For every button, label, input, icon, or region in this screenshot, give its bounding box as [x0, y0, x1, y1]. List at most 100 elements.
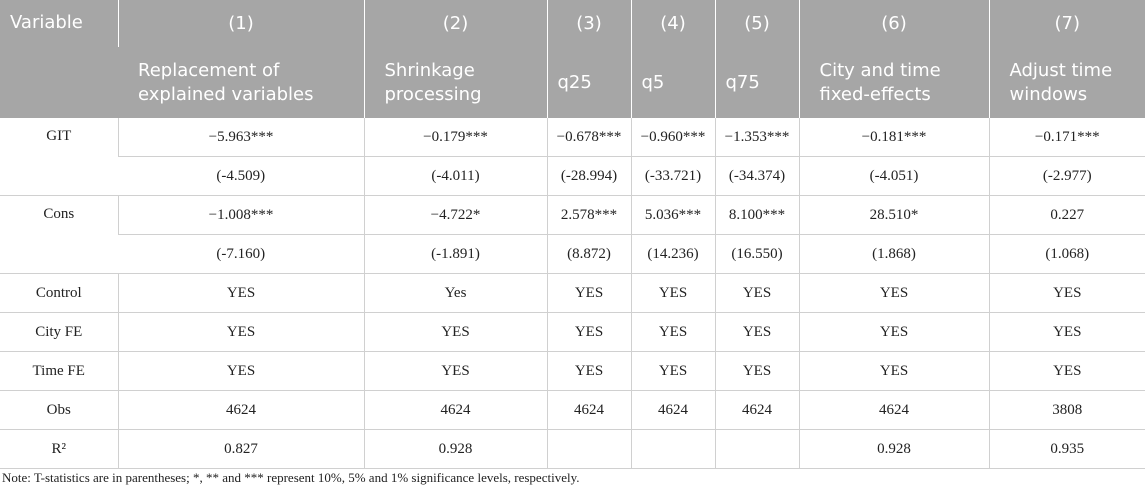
table-cell: YES — [546, 273, 631, 313]
table-cell: YES — [363, 351, 547, 391]
column-label-7-line1: Adjust time — [1009, 59, 1113, 81]
row-label-time-fe: Time FE — [0, 351, 118, 391]
row-label-city-fe: City FE — [0, 312, 118, 352]
column-number-7: (7) — [988, 0, 1145, 47]
table-cell: (-4.509) — [118, 156, 364, 196]
table-cell: 5.036*** — [630, 195, 715, 235]
table-cell: YES — [117, 273, 364, 313]
table-cell: YES — [714, 312, 799, 352]
column-label-2: Shrinkage processing — [363, 47, 547, 118]
table-cell: YES — [988, 312, 1145, 352]
table-cell: YES — [117, 351, 364, 391]
table-cell: 28.510* — [798, 195, 989, 235]
table-cell: Yes — [363, 273, 547, 313]
table-cell: −4.722* — [363, 195, 547, 235]
table-cell: YES — [714, 273, 799, 313]
table-cell: 8.100*** — [714, 195, 799, 235]
table-cell: YES — [546, 351, 631, 391]
table-cell: 0.935 — [988, 429, 1145, 469]
row-label-git: GIT — [0, 118, 118, 196]
header-row-labels: Replacement of explained variables Shrink… — [0, 47, 1145, 118]
table-cell: (1.868) — [798, 234, 989, 274]
table-header: Variable (1) (2) (3) (4) (5) (6) (7) Rep… — [0, 0, 1145, 118]
column-label-3: q25 — [546, 47, 631, 118]
table-cell: (-2.977) — [988, 156, 1145, 196]
column-label-6: City and time fixed-effects — [798, 47, 989, 118]
table-cell: −5.963*** — [117, 118, 364, 157]
column-number-2: (2) — [363, 0, 547, 47]
table-cell: (-28.994) — [546, 156, 631, 196]
column-number-6: (6) — [798, 0, 989, 47]
column-label-5: q75 — [714, 47, 799, 118]
table-cell: YES — [363, 312, 547, 352]
column-label-4: q5 — [630, 47, 715, 118]
table-cell: 4624 — [798, 390, 989, 430]
table-cell: 4624 — [117, 390, 364, 430]
table-row-control: Control YES Yes YES YES YES YES YES — [0, 273, 1145, 313]
table-cell: YES — [630, 312, 715, 352]
column-label-2-line1: Shrinkage — [384, 59, 475, 81]
column-label-1: Replacement of explained variables — [118, 47, 364, 118]
table-cell: 4624 — [630, 390, 715, 430]
table-cell: YES — [798, 312, 989, 352]
regression-results-table: Variable (1) (2) (3) (4) (5) (6) (7) Rep… — [0, 0, 1145, 469]
table-cell: 3808 — [988, 390, 1145, 430]
row-label-r2: R² — [0, 429, 118, 469]
table-cell: (-33.721) — [630, 156, 715, 196]
table-row-git-coef: GIT −5.963*** −0.179*** −0.678*** −0.960… — [0, 118, 1145, 196]
column-label-6-line1: City and time — [819, 59, 941, 81]
table-cell: 0.928 — [363, 429, 547, 469]
column-number-1: (1) — [117, 0, 364, 47]
table-cell: −1.353*** — [714, 118, 799, 157]
table-note: Note: T-statistics are in parentheses; *… — [2, 470, 580, 485]
table-cell: 2.578*** — [546, 195, 631, 235]
column-label-7-line2: windows — [1009, 83, 1088, 105]
table-cell: (14.236) — [630, 234, 715, 274]
table-cell: (-1.891) — [363, 234, 547, 274]
table-cell: (16.550) — [714, 234, 799, 274]
table-row-obs: Obs 4624 4624 4624 4624 4624 4624 3808 — [0, 390, 1145, 430]
table-cell: −0.678*** — [546, 118, 631, 157]
table-cell — [630, 429, 715, 469]
variable-header: Variable — [0, 0, 118, 118]
table-cell: YES — [988, 351, 1145, 391]
table-cell: 4624 — [363, 390, 547, 430]
table-row-time-fe: Time FE YES YES YES YES YES YES YES — [0, 351, 1145, 391]
table-row-cons-coef: Cons −1.008*** −4.722* 2.578*** 5.036***… — [0, 195, 1145, 274]
table-cell: (1.068) — [988, 234, 1145, 274]
table-cell: YES — [630, 351, 715, 391]
table-cell: YES — [988, 273, 1145, 313]
table-cell: −0.960*** — [630, 118, 715, 157]
table-cell: YES — [117, 312, 364, 352]
table-cell: (-34.374) — [714, 156, 799, 196]
table-cell — [546, 429, 631, 469]
column-number-5: (5) — [714, 0, 799, 47]
header-row-numbers: Variable (1) (2) (3) (4) (5) (6) (7) — [0, 0, 1145, 118]
table-row-r2: R² 0.827 0.928 0.928 0.935 — [0, 429, 1145, 469]
table-cell: YES — [546, 312, 631, 352]
column-number-4: (4) — [630, 0, 715, 47]
column-number-3: (3) — [546, 0, 631, 47]
table-cell: 0.827 — [117, 429, 364, 469]
row-label-control: Control — [0, 273, 118, 313]
table-row-city-fe: City FE YES YES YES YES YES YES YES — [0, 312, 1145, 352]
table-cell: 0.227 — [988, 195, 1145, 235]
table-cell — [714, 429, 799, 469]
table-cell: −0.179*** — [363, 118, 547, 157]
table-cell: (-4.051) — [798, 156, 989, 196]
table-cell: −0.181*** — [798, 118, 989, 157]
table-cell: YES — [798, 273, 989, 313]
column-label-6-line2: fixed-effects — [819, 83, 931, 105]
table-cell: (-7.160) — [118, 234, 364, 274]
table-cell: YES — [714, 351, 799, 391]
table-row-git-t: (-4.509) (-4.011) (-28.994) (-33.721) (-… — [0, 156, 1145, 196]
table-row-cons-t: (-7.160) (-1.891) (8.872) (14.236) (16.5… — [0, 234, 1145, 274]
row-label-cons: Cons — [0, 195, 118, 274]
table-body: GIT −5.963*** −0.179*** −0.678*** −0.960… — [0, 118, 1145, 469]
table-cell: 0.928 — [798, 429, 989, 469]
table-cell: 4624 — [714, 390, 799, 430]
table-cell: (-4.011) — [363, 156, 547, 196]
table-cell: (8.872) — [546, 234, 631, 274]
table-cell: YES — [798, 351, 989, 391]
table-cell: YES — [630, 273, 715, 313]
